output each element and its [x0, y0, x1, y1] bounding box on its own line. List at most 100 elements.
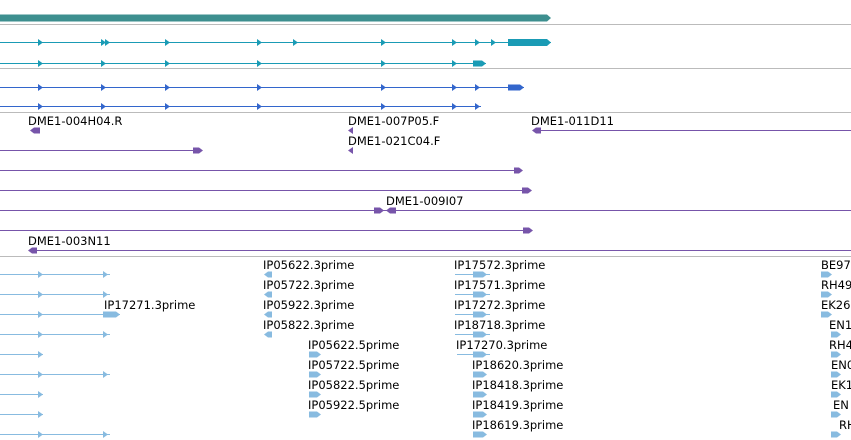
est-label-ip18418: IP18418.3prime [472, 378, 564, 392]
transcript-intron-arrow [257, 60, 262, 67]
transcript-intron-arrow [452, 39, 457, 46]
est-label-en: EN [833, 398, 849, 412]
est-block-5prime [309, 351, 321, 358]
est-label-en0: EN0 [831, 358, 851, 372]
est-block-right [831, 431, 841, 438]
protein-arrow [101, 84, 106, 91]
protein-arrow [381, 103, 386, 110]
est-arrow [38, 351, 43, 358]
est-block-right [831, 411, 841, 418]
transcript-intron-arrow [105, 39, 110, 46]
clone-end-003n11 [28, 247, 37, 254]
clone-end-009i07 [386, 207, 396, 214]
est-label-ip05822-3: IP05822.3prime [263, 318, 355, 332]
est-block-right [831, 351, 841, 358]
clone-end [523, 227, 533, 234]
est-arrow [38, 271, 43, 278]
est-label-ip05922-3: IP05922.3prime [263, 298, 355, 312]
est-block-5prime [309, 411, 321, 418]
est-block [473, 391, 487, 398]
est-block [473, 291, 487, 298]
est-label-ip17272: IP17272.3prime [454, 298, 546, 312]
clone-label-003n11: DME1-003N11 [28, 234, 111, 248]
est-label-en1: EN1 [829, 318, 851, 332]
clone-end [522, 187, 532, 194]
protein-arrow [257, 103, 262, 110]
transcript-intron-arrow [101, 39, 106, 46]
est-label-ip18620: IP18620.3prime [472, 358, 564, 372]
est-block-right [831, 331, 841, 338]
est-block [473, 271, 487, 278]
clone-end-011d11 [532, 127, 541, 134]
est-block-3prime [264, 291, 272, 298]
est-label-ip05622-5: IP05622.5prime [308, 338, 400, 352]
clone-label-011d11: DME1-011D11 [531, 114, 614, 128]
est-block-right [831, 371, 841, 378]
est-label-rh: RH [839, 418, 851, 432]
est-arrow [38, 331, 43, 338]
est-block-5prime [309, 371, 321, 378]
protein-arrow [475, 103, 480, 110]
clone-end [514, 167, 523, 174]
transcript-intron-arrow [257, 39, 262, 46]
protein-arrow [452, 84, 457, 91]
est-arrow [103, 291, 108, 298]
protein-arrow [165, 84, 170, 91]
est-label-ek1: EK1 [831, 378, 851, 392]
est-block-right [831, 391, 841, 398]
clone-label-021c04: DME1-021C04.F [348, 134, 441, 148]
transcript-intron-arrow [38, 60, 43, 67]
protein-exon-block [508, 84, 524, 91]
est-label-ip05622-3: IP05622.3prime [263, 258, 355, 272]
est-label-ip18718: IP18718.3prime [454, 318, 546, 332]
est-block [473, 411, 487, 418]
est-label-ip05822-5: IP05822.5prime [308, 378, 400, 392]
transcript-intron-arrow [381, 60, 386, 67]
transcript-intron-arrow [293, 39, 298, 46]
est-label-rh49: RH49 [821, 278, 851, 292]
est-arrow [38, 431, 43, 438]
protein-arrow [452, 103, 457, 110]
est-block [473, 371, 487, 378]
clone-end-004h04 [30, 127, 40, 134]
est-arrow [38, 371, 43, 378]
protein-arrow [257, 84, 262, 91]
protein-arrow [165, 103, 170, 110]
est-label-ip05722-3: IP05722.3prime [263, 278, 355, 292]
clone-end [193, 147, 203, 154]
est-label-rh4: RH4 [829, 338, 851, 352]
transcript-intron-arrow [101, 60, 106, 67]
est-label-ip05722-5: IP05722.5prime [308, 358, 400, 372]
est-block-5prime [309, 391, 321, 398]
gene-span-bar [0, 14, 551, 22]
transcript-intron-arrow [381, 39, 386, 46]
est-label-ip05922-5: IP05922.5prime [308, 398, 400, 412]
transcript-exon-block [473, 60, 486, 67]
est-label-ip18419: IP18419.3prime [472, 398, 564, 412]
clone-end-007p05 [348, 127, 353, 134]
est-block-3prime [264, 271, 272, 278]
est-arrow [38, 291, 43, 298]
clone-label-004h04: DME1-004H04.R [28, 114, 123, 128]
clone-end-009i07 [374, 207, 384, 214]
clone-end-021c04 [348, 147, 353, 154]
protein-arrow [381, 84, 386, 91]
transcript-intron-arrow [165, 60, 170, 67]
est-block [473, 331, 487, 338]
est-arrow [38, 411, 43, 418]
est-block [473, 431, 487, 438]
est-block-right [821, 271, 832, 278]
est-label-ip17571: IP17571.3prime [454, 278, 546, 292]
est-block-3prime [264, 311, 272, 318]
est-block [473, 311, 487, 318]
transcript-intron-arrow [38, 39, 43, 46]
est-block-right [821, 311, 832, 318]
transcript-intron-arrow [452, 60, 457, 67]
est-block-ip17271 [103, 311, 120, 318]
clone-label-009i07: DME1-009I07 [386, 194, 464, 208]
transcript-intron-arrow [475, 39, 480, 46]
est-label-ip17572: IP17572.3prime [454, 258, 546, 272]
est-label-ip17271: IP17271.3prime [104, 298, 196, 312]
